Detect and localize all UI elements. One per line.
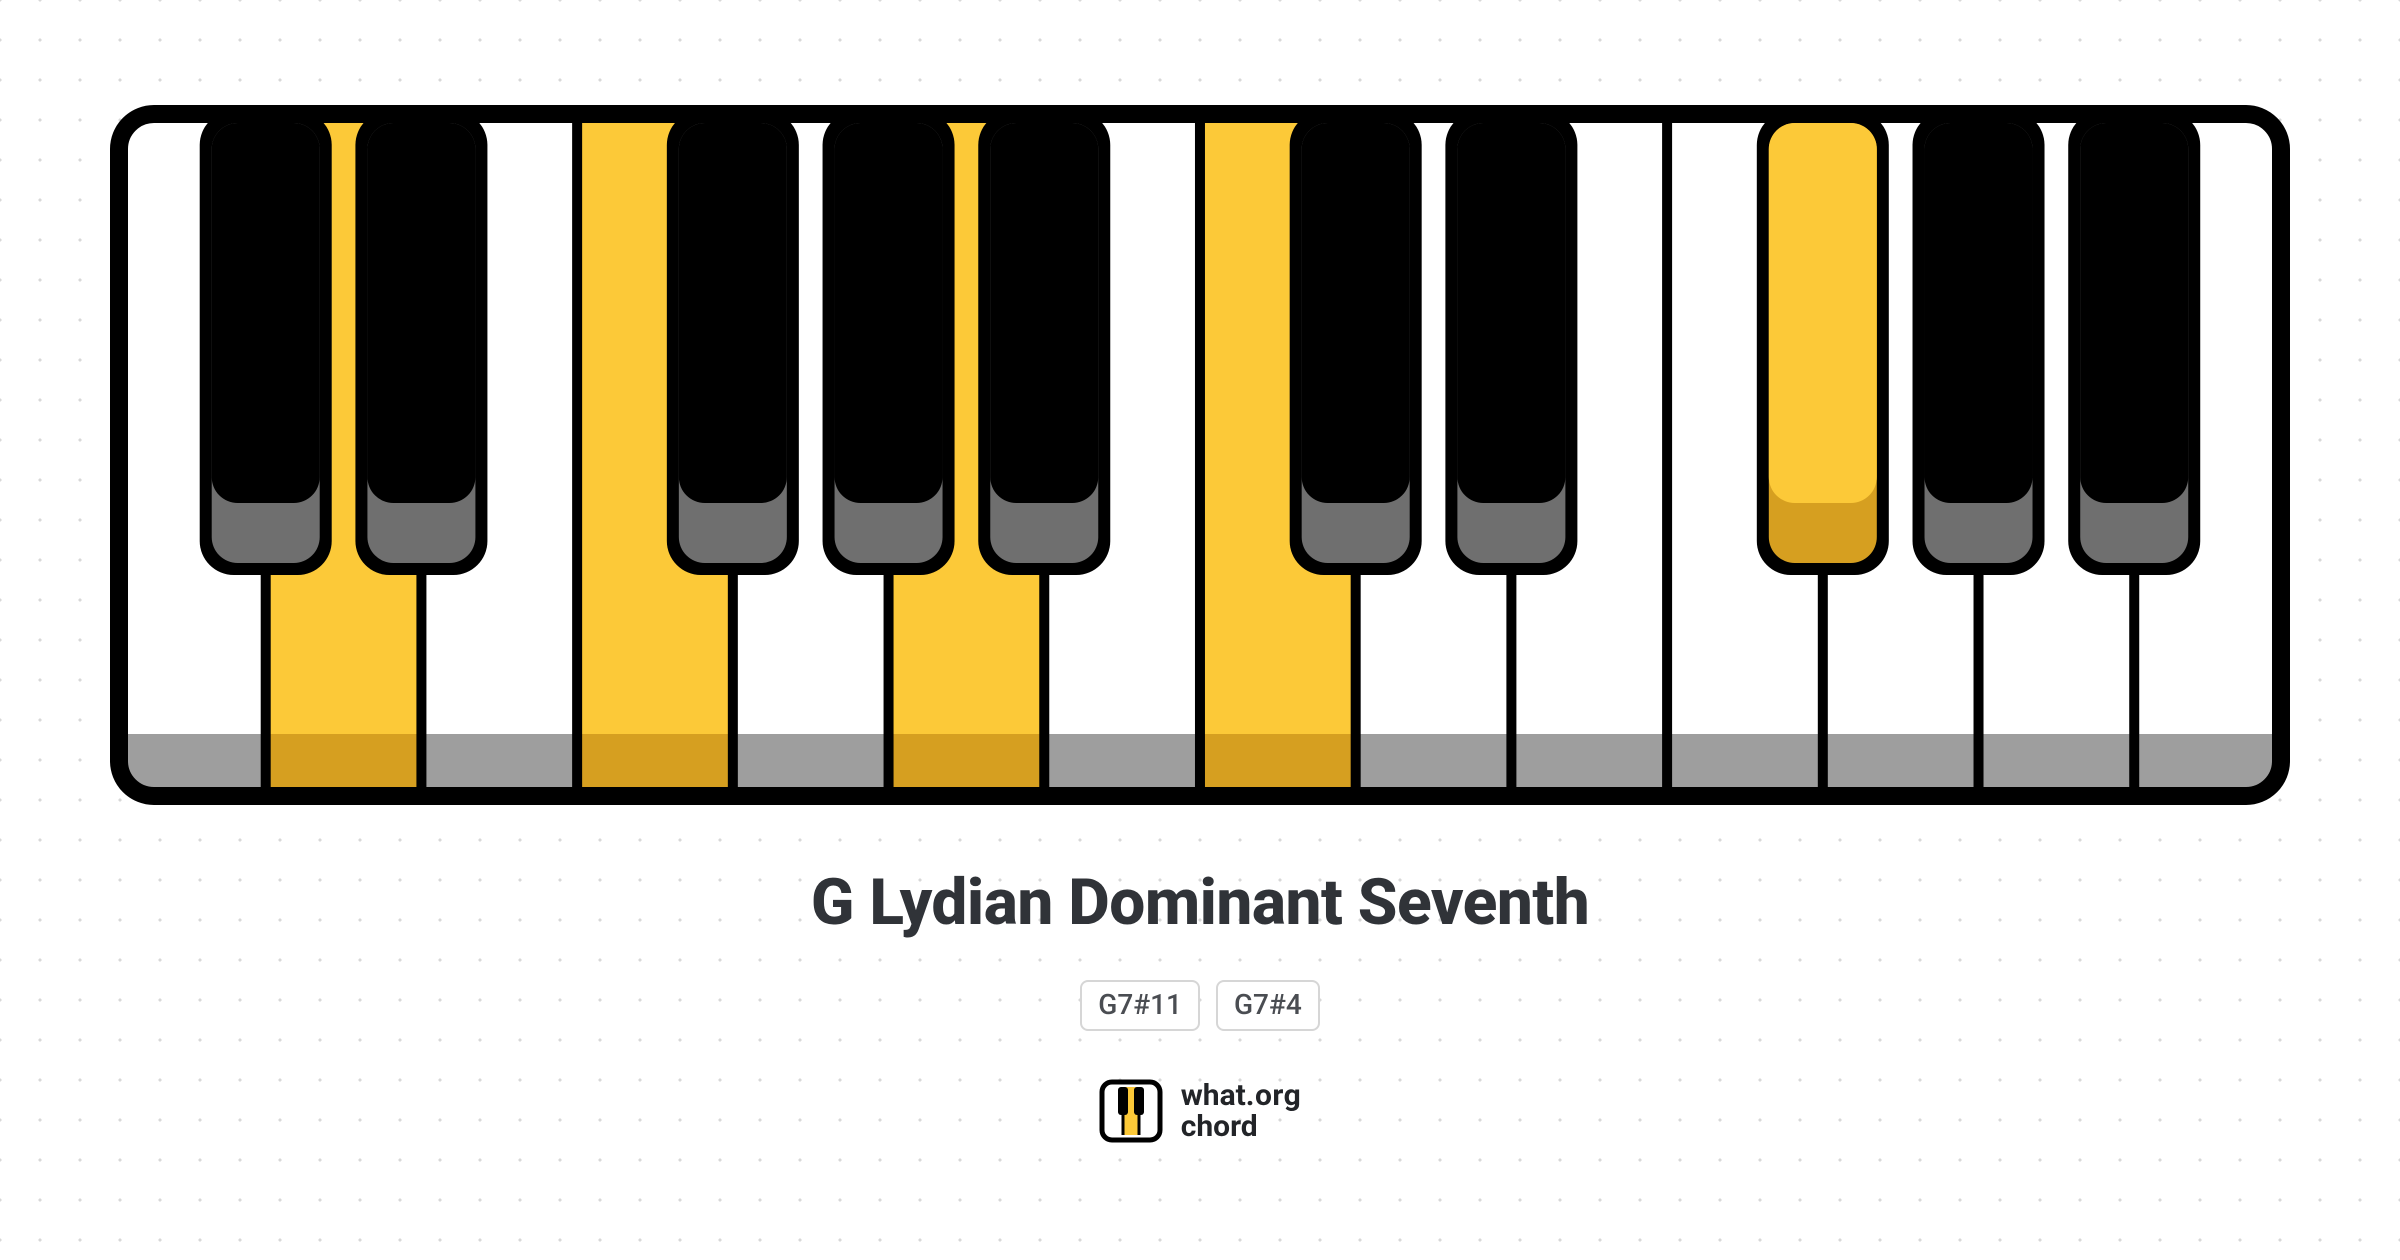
brand-word1: what xyxy=(1181,1078,1246,1113)
brand-word2: chord xyxy=(1181,1111,1302,1143)
piano-keyboard xyxy=(110,105,2290,805)
chord-title: G Lydian Dominant Seventh xyxy=(811,865,1589,940)
brand-logo: what.org chord xyxy=(1099,1079,1302,1143)
keyboard-svg xyxy=(110,105,2290,805)
alt-name-badge: G7#4 xyxy=(1216,980,1320,1031)
brand-logo-icon xyxy=(1099,1079,1163,1143)
brand-logo-text: what.org chord xyxy=(1181,1080,1302,1143)
alt-name-badge: G7#11 xyxy=(1080,980,1200,1031)
alt-name-badges: G7#11 G7#4 xyxy=(1080,980,1320,1031)
brand-tld: .org xyxy=(1246,1078,1301,1113)
